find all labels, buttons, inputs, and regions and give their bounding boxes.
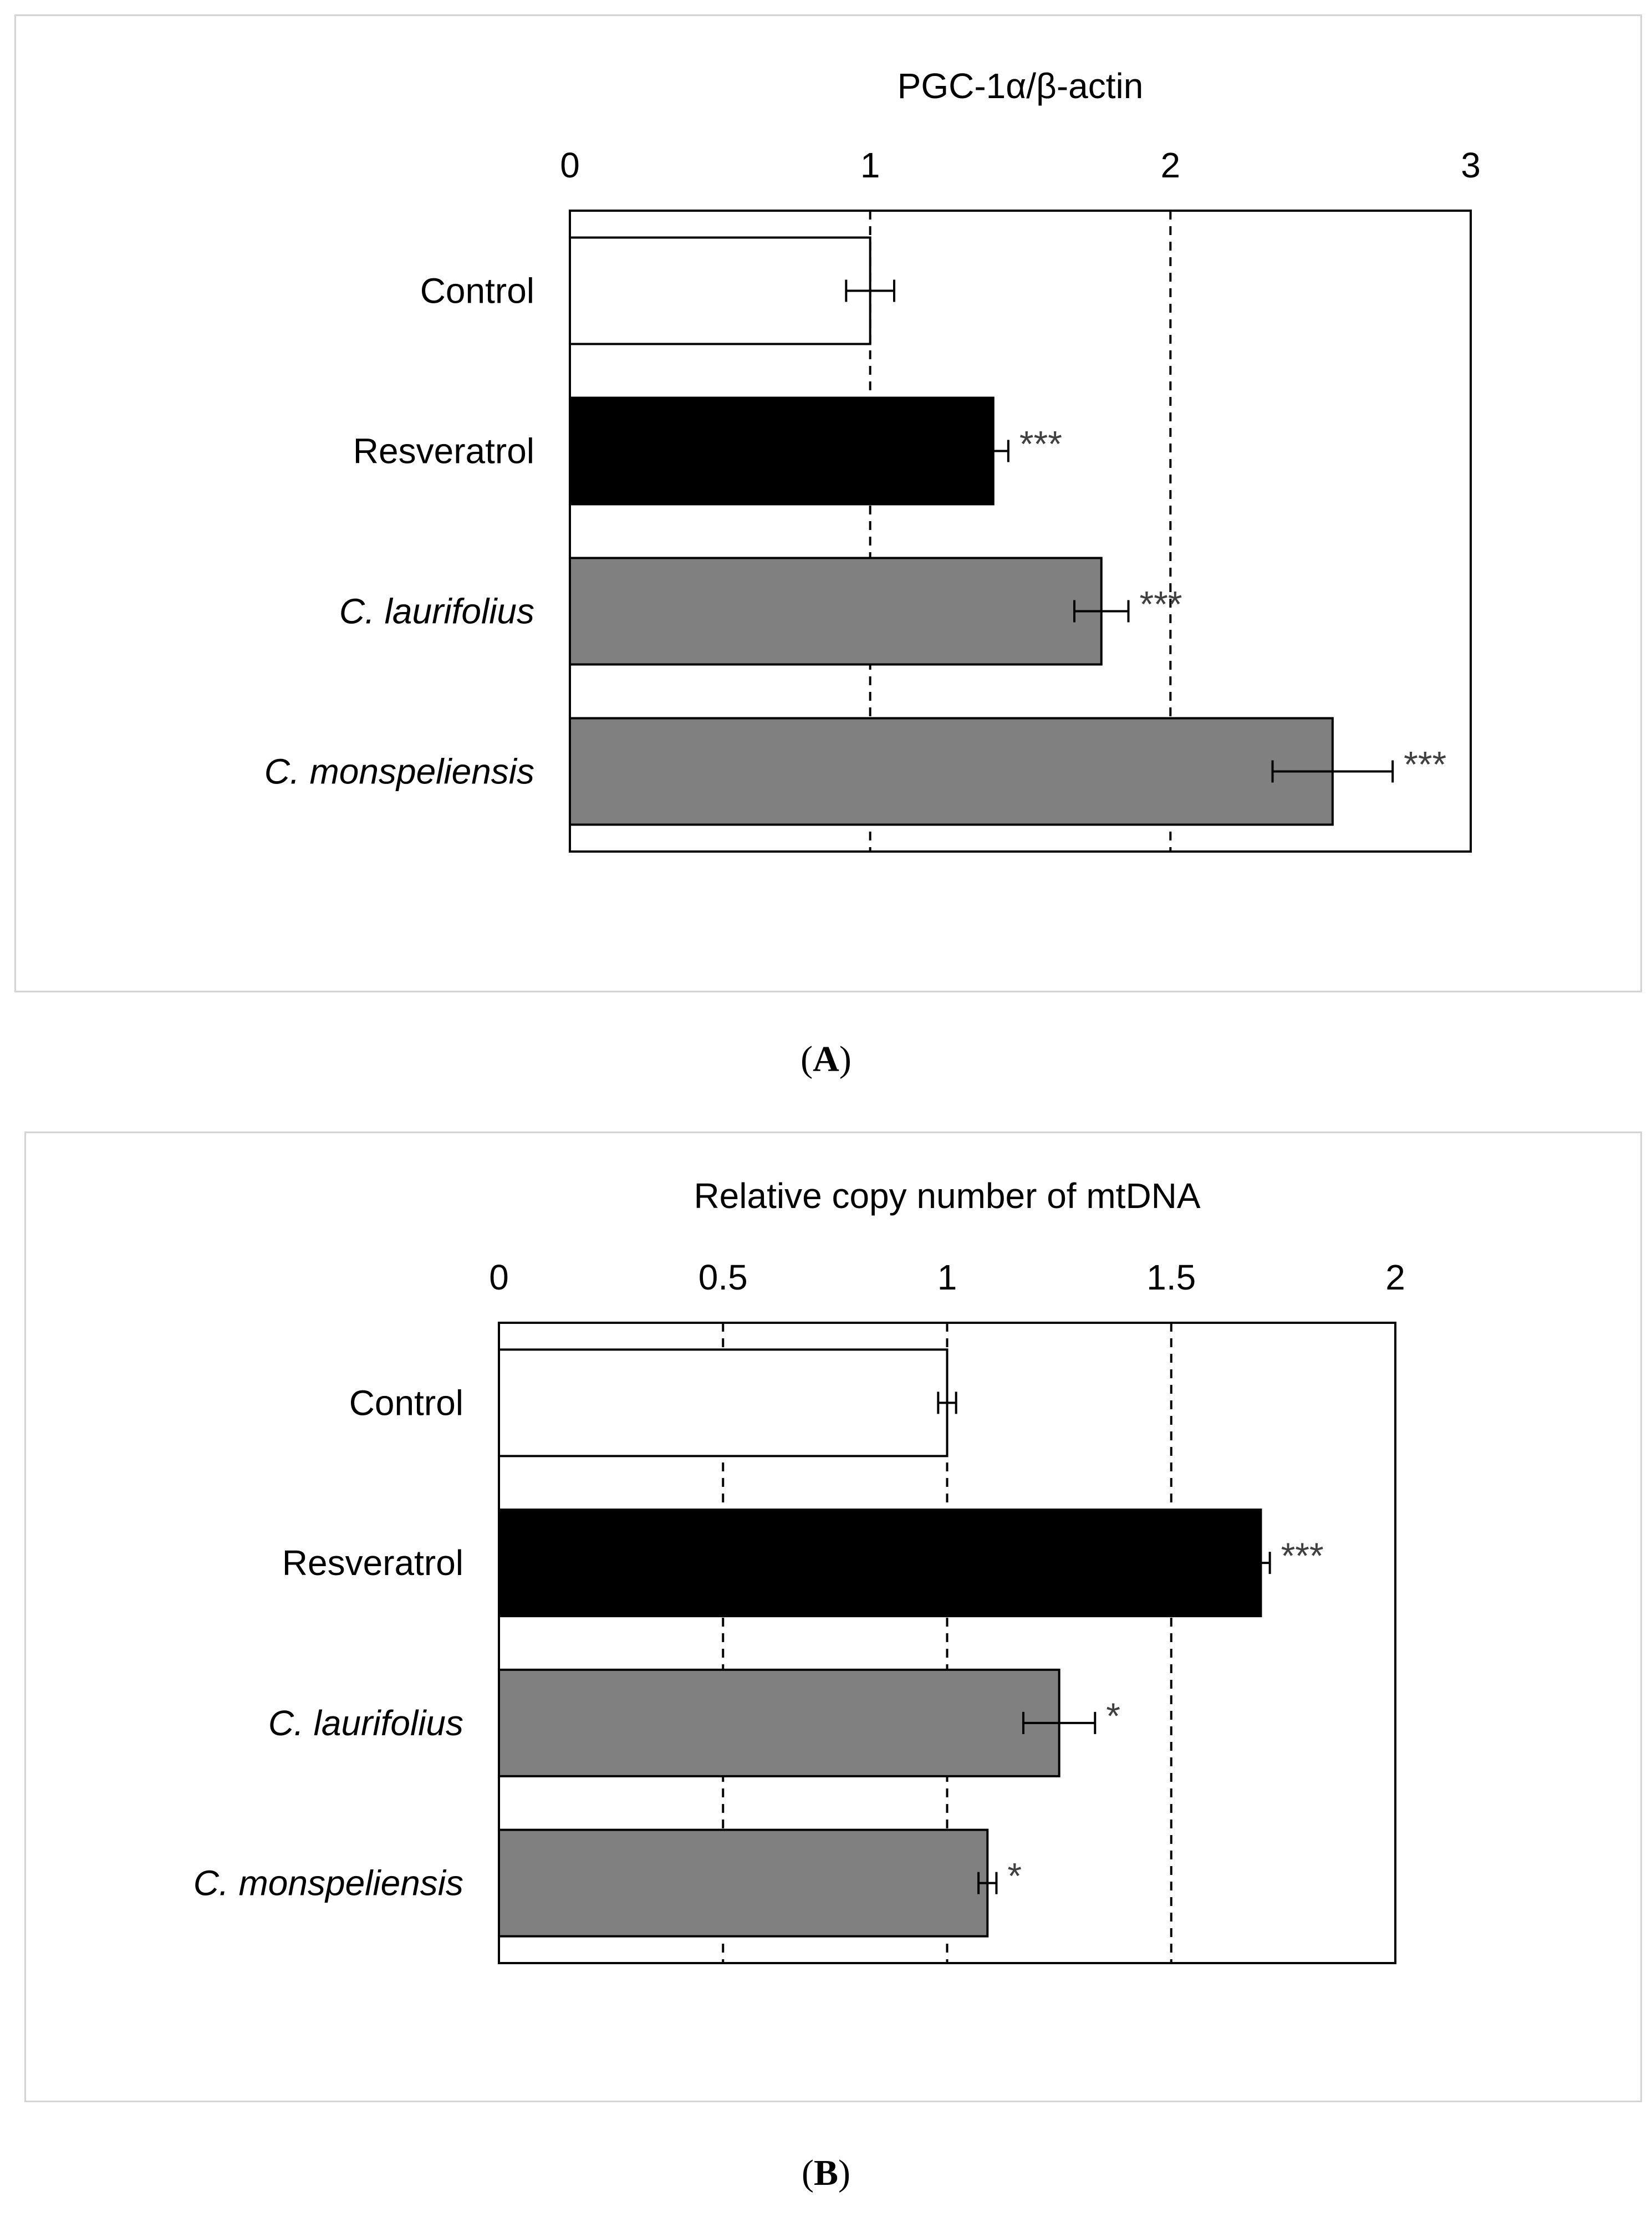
bar <box>498 1668 1060 1777</box>
significance-label: *** <box>1019 424 1062 465</box>
category-label: C. monspeliensis <box>193 1863 463 1903</box>
significance-label: * <box>1106 1695 1120 1736</box>
plot-frame <box>569 210 1472 853</box>
bar <box>498 1828 989 1938</box>
chart-panel-a: PGC-1α/β-actin 0 1 2 3 Control *** Resveratrol *… <box>14 14 1642 992</box>
bar <box>498 1348 949 1457</box>
x-tick-label: 1 <box>860 145 880 185</box>
panel-label-b: (B) <box>802 2153 850 2193</box>
plot-frame <box>498 1322 1396 1964</box>
x-tick-label: 0.5 <box>698 1257 748 1297</box>
x-tick-label: 2 <box>1161 145 1181 185</box>
x-tick-label: 0 <box>560 145 580 185</box>
panel-label-a: (A) <box>800 1039 852 1079</box>
category-label: Control <box>349 1383 463 1423</box>
x-axis-title: PGC-1α/β-actin <box>898 66 1144 106</box>
x-tick-label: 3 <box>1461 145 1481 185</box>
bar <box>569 236 871 345</box>
bar <box>569 396 995 506</box>
bar <box>498 1508 1262 1618</box>
significance-label: * <box>1007 1856 1022 1897</box>
x-axis-title: Relative copy number of mtDNA <box>694 1176 1200 1216</box>
significance-label: *** <box>1281 1535 1324 1576</box>
x-tick-label: 1.5 <box>1146 1257 1196 1297</box>
category-label: Control <box>420 271 534 311</box>
significance-label: *** <box>1404 744 1446 785</box>
x-tick-label: 1 <box>937 1257 957 1297</box>
chart-b: Relative copy number of mtDNA 0 0.5 1 1.5 2 Co… <box>193 1176 1405 1964</box>
category-label: Resveratrol <box>353 431 534 471</box>
category-label: Resveratrol <box>282 1543 463 1583</box>
chart-panel-b: Relative copy number of mtDNA 0 0.5 1 1.5 2 Co… <box>24 1132 1642 2102</box>
chart-a: PGC-1α/β-actin 0 1 2 3 Control *** Resveratrol *… <box>264 66 1481 853</box>
category-label: C. laurifolius <box>339 592 534 631</box>
category-label: C. monspeliensis <box>264 752 534 792</box>
category-label: C. laurifolius <box>268 1703 463 1743</box>
significance-label: *** <box>1140 584 1182 625</box>
bar <box>569 717 1334 826</box>
bar <box>569 557 1103 666</box>
x-tick-label: 0 <box>489 1257 509 1297</box>
x-tick-label: 2 <box>1385 1257 1405 1297</box>
